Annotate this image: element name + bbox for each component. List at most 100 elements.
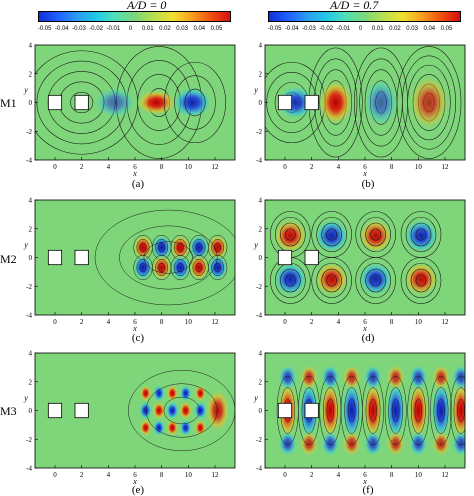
negative-vortex xyxy=(314,218,349,254)
x-tick-label: 8 xyxy=(160,471,164,479)
streamline-contour xyxy=(321,268,342,293)
colorbar-left-ticks: -0.05 -0.04 -0.03 -0.02 -0.01 0 0.01 0.02 0.03 0.… xyxy=(36,26,225,32)
streamline-contour xyxy=(410,387,426,434)
x-tick-label: 6 xyxy=(363,318,367,326)
streamline-contour xyxy=(158,243,166,252)
streamline-contour xyxy=(365,268,386,293)
positive-vortex xyxy=(151,254,172,281)
positive-vortex xyxy=(409,75,449,130)
square-cylinder xyxy=(277,402,293,419)
streamline-contour xyxy=(164,61,226,144)
x-axis-label: x xyxy=(362,324,367,333)
positive-vortex xyxy=(386,430,405,457)
square-cylinder xyxy=(304,249,319,266)
streamline-contour xyxy=(414,398,423,423)
streamline-contour xyxy=(370,274,381,287)
streamline-contour xyxy=(391,398,400,423)
streamline-contour xyxy=(145,383,218,438)
x-tick-label: 10 xyxy=(415,471,423,479)
panel-f: 0 2 4 6 8 10 12 4 2 0 -2 -4 x y xyxy=(253,350,466,486)
streamline-contour xyxy=(94,209,235,306)
y-tick-label: 0 xyxy=(29,99,33,107)
x-tick-label: 8 xyxy=(390,163,394,171)
positive-vortex xyxy=(170,234,191,261)
colorbar-tick-label: -0.05 xyxy=(267,26,282,32)
y-tick-label: 4 xyxy=(29,197,33,205)
streamline-contour xyxy=(362,375,384,446)
positive-vortex xyxy=(363,381,383,440)
streamline-contour xyxy=(457,398,465,423)
negative-vortex xyxy=(93,86,137,119)
y-tick-label: 0 xyxy=(259,254,263,262)
square-cylinder xyxy=(304,402,319,419)
colorbar-tick-label: 0.01 xyxy=(371,26,384,32)
positive-vortex xyxy=(139,384,152,402)
streamline-contour xyxy=(163,396,200,425)
field-layer xyxy=(94,209,235,306)
streamline-contour xyxy=(326,228,337,241)
colorbar-tick-label: 0.03 xyxy=(176,26,188,32)
streamline-contour xyxy=(410,222,432,247)
panel-c: 0 2 4 6 8 10 12 4 2 0 -2 -4 x y xyxy=(23,197,236,333)
positive-vortex xyxy=(166,419,179,437)
positive-vortex xyxy=(139,419,152,437)
y-tick-label: -2 xyxy=(26,283,32,291)
colorbar-tick-label: -0.05 xyxy=(37,26,52,32)
colorbar-tick-label: -0.04 xyxy=(54,26,69,32)
positive-vortex xyxy=(205,388,230,433)
negative-vortex xyxy=(193,401,207,420)
colorbar-tick-label: 0.02 xyxy=(389,26,401,32)
square-cylinder xyxy=(74,249,89,266)
caption-d: (d) xyxy=(361,332,375,344)
header-left: A/D = 0 xyxy=(127,0,167,12)
colorbar-tick-label: 0.04 xyxy=(423,26,436,32)
streamline-contour xyxy=(128,370,235,451)
colorbar-tick-label: -0.02 xyxy=(319,26,333,32)
colorbar-tick-label: 0.02 xyxy=(159,26,171,32)
caption-e: (e) xyxy=(131,484,145,496)
colorbar-right xyxy=(268,11,461,22)
y-tick-label: 0 xyxy=(29,407,33,415)
y-tick-label: 4 xyxy=(259,197,263,205)
x-tick-label: 6 xyxy=(363,163,367,171)
streamline-contour xyxy=(158,263,166,272)
streamline-contour xyxy=(415,228,427,241)
square-cylinder xyxy=(304,94,319,111)
x-tick-label: 0 xyxy=(283,471,287,479)
positive-vortex xyxy=(358,218,393,254)
y-tick-label: -2 xyxy=(26,436,32,444)
negative-vortex xyxy=(153,419,165,437)
x-tick-label: 0 xyxy=(53,471,57,479)
streamline-contour xyxy=(402,55,456,150)
x-tick-label: 8 xyxy=(160,318,164,326)
y-tick-label: -2 xyxy=(256,128,262,136)
square-cylinder xyxy=(74,94,89,111)
y-tick-label: 2 xyxy=(29,70,33,78)
y-axis-label: y xyxy=(23,86,28,95)
panel-a: 0 2 4 6 8 10 12 4 2 0 -2 -4 x y xyxy=(23,42,236,178)
streamline-contour xyxy=(405,262,437,299)
y-tick-label: -2 xyxy=(26,128,32,136)
square-cylinder xyxy=(47,249,63,266)
x-tick-label: 4 xyxy=(107,471,111,479)
y-tick-label: 2 xyxy=(259,378,263,386)
streamline-contour xyxy=(139,243,147,252)
x-tick-label: 0 xyxy=(53,163,57,171)
square-cylinder xyxy=(47,94,63,111)
streamline-contour xyxy=(211,259,225,276)
streamline-contour xyxy=(174,75,216,130)
x-tick-label: 2 xyxy=(310,318,314,326)
x-tick-label: 12 xyxy=(212,318,220,326)
streamline-contour xyxy=(285,274,296,287)
x-tick-label: 2 xyxy=(80,318,84,326)
positive-vortex xyxy=(189,254,209,281)
streamline-contour xyxy=(453,387,465,434)
x-tick-label: 2 xyxy=(310,471,314,479)
panel-d: 0 2 4 6 8 10 12 4 2 0 -2 -4 x y xyxy=(253,197,466,333)
positive-vortex xyxy=(320,381,341,440)
negative-vortex xyxy=(139,401,153,420)
streamline-contour xyxy=(176,243,184,252)
negative-vortex xyxy=(451,364,465,391)
y-tick-label: -4 xyxy=(256,157,262,165)
x-tick-label: 10 xyxy=(185,163,193,171)
